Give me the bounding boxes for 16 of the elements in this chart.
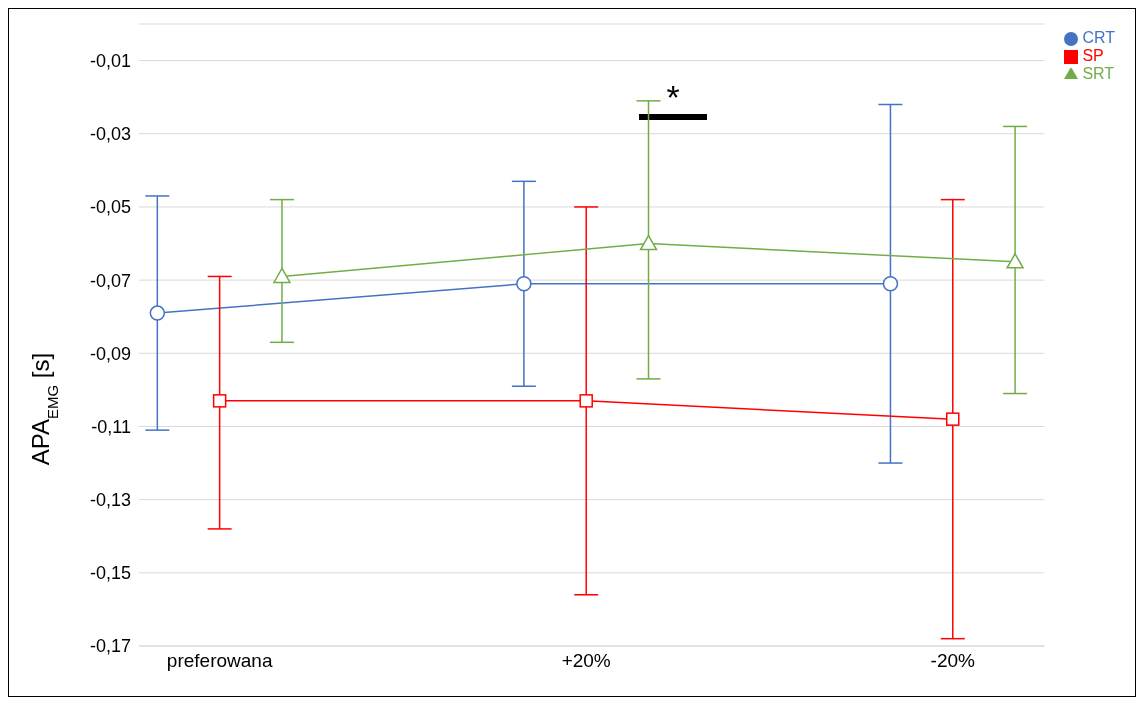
legend-label: SP xyxy=(1082,47,1104,64)
legend-label: CRT xyxy=(1082,29,1115,46)
legend-label: SRT xyxy=(1082,65,1115,82)
annotation: * xyxy=(666,78,680,116)
y-tick-label: -0,13 xyxy=(89,490,131,511)
y-tick-label: -0,15 xyxy=(89,563,131,584)
x-tick-label: preferowana xyxy=(166,650,273,672)
y-tick-label: -0,05 xyxy=(89,197,131,218)
x-tick-label: -20% xyxy=(930,650,976,672)
y-tick-label: -0,01 xyxy=(89,50,131,71)
x-tick-label: +20% xyxy=(561,650,611,672)
y-tick-label: -0,07 xyxy=(89,270,131,291)
y-tick-label: -0,11 xyxy=(91,416,131,437)
y-tick-label: -0,17 xyxy=(89,636,131,657)
y-tick-label: -0,03 xyxy=(89,124,131,145)
y-tick-label: -0,09 xyxy=(89,343,131,364)
